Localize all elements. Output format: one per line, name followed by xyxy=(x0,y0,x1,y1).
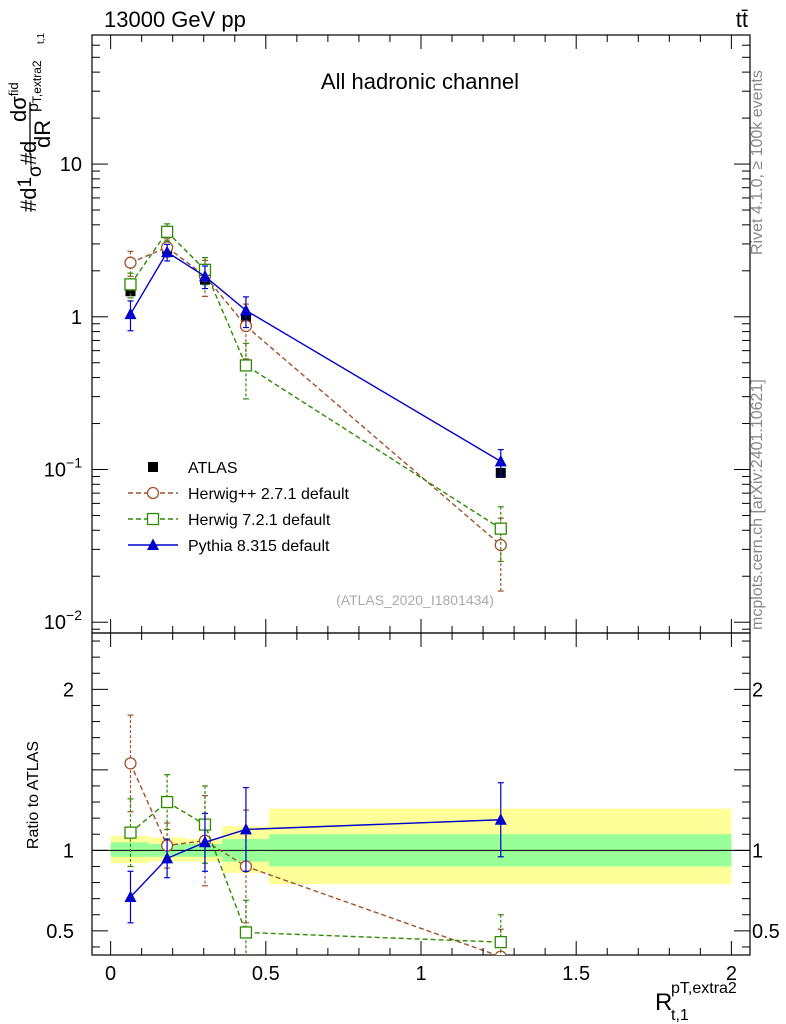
legend-marker xyxy=(147,538,159,550)
main-y-axis-label: #d1σ#d dσfid pT,extra2 t,1 dR xyxy=(6,32,55,212)
pythia-8-315-default-ratio-point xyxy=(161,851,174,864)
herwig-7-2-1-default-point xyxy=(239,359,253,372)
legend-entry: Herwig 7.2.1 default xyxy=(128,512,331,529)
herwig-7-2-1-default-ratio-point xyxy=(160,795,174,809)
x-tick-label: 0.5 xyxy=(252,963,280,985)
pythia-8-315-default-ratio-point xyxy=(124,890,137,903)
pythia-8-315-default-point xyxy=(239,303,252,316)
pythia-8-315-default-ratio-point xyxy=(494,813,507,825)
axes: 0 0.5 1 1.5 2 10 1 10−1 10−2 2 2 1 1 0.5 0.5 xyxy=(44,34,780,985)
y-axis-title-upper: dσfid xyxy=(6,82,31,122)
rivet-label: Rivet 4.1.0, ≥ 100k events xyxy=(749,70,766,255)
herwig-7-2-1-default-line xyxy=(129,230,502,530)
y-tick-label: 1 xyxy=(71,307,82,329)
pythia-8-315-default-point xyxy=(494,454,507,467)
legend-label: Pythia 8.315 default xyxy=(188,538,330,555)
ratio-y-axis-label: Ratio to ATLAS xyxy=(25,741,42,849)
y-axis-title-sub2: t,1 xyxy=(36,32,47,44)
legend: ATLAS Herwig++ 2.7.1 default Herwig 7.2.1 … xyxy=(128,460,350,555)
x-axis-label: R pT,extra2 t,1 xyxy=(655,980,737,1024)
ratio-y-tick-label-right: 0.5 xyxy=(752,921,780,943)
ratio-y-tick-label-right: 1 xyxy=(752,840,763,862)
ratio-y-tick-label: 0.5 xyxy=(46,921,74,943)
herwig-2-7-1-default-ratio-point xyxy=(494,950,507,955)
y-axis-title-sub: pT,extra2 xyxy=(25,60,44,112)
legend-marker xyxy=(146,512,160,526)
pythia-8-315-default-ratio-point xyxy=(239,822,252,835)
pythia-8-315-default-point xyxy=(161,245,174,258)
process-label: tt̄ xyxy=(736,7,748,32)
ratio-series xyxy=(124,714,507,955)
main-series xyxy=(124,223,507,592)
herwig-7-2-1-default-ratio-point xyxy=(239,926,253,939)
herwig-7-2-1-default-ratio-point xyxy=(124,826,137,839)
analysis-id: (ATLAS_2020_I1801434) xyxy=(336,592,494,608)
mcplots-label: mcplots.cern.ch [arXiv:2401.10621] xyxy=(749,379,766,630)
pythia-8-315-default-ratio-point xyxy=(198,835,211,848)
x-tick-label: 0 xyxy=(105,963,116,985)
legend-entry: Pythia 8.315 default xyxy=(128,538,330,555)
atlas-data-point xyxy=(125,286,136,297)
chart-title: All hadronic channel xyxy=(321,69,519,94)
legend-label: ATLAS xyxy=(188,460,238,477)
herwig-7-2-1-default-point xyxy=(494,522,507,535)
y-tick-label: 10−1 xyxy=(44,455,82,482)
x-axis-title-base: R xyxy=(655,989,672,1016)
herwig-7-2-1-default-ratio-point xyxy=(494,935,507,949)
legend-label: Herwig++ 2.7.1 default xyxy=(188,486,350,503)
pythia-8-315-default-point xyxy=(124,307,137,320)
y-axis-title-lower: dR xyxy=(30,120,55,148)
legend-entry: ATLAS xyxy=(148,460,238,477)
ratio-y-tick-label: 2 xyxy=(63,679,74,701)
pythia-8-315-default-line xyxy=(129,251,502,462)
herwig-2-7-1-default-point xyxy=(124,256,137,269)
x-tick-label: 2 xyxy=(726,963,737,985)
ratio-stat-band xyxy=(110,842,149,857)
pythia-8-315-default-point xyxy=(198,269,211,282)
x-axis-title-sup: pT,extra2 xyxy=(671,980,737,997)
energy-label: 13000 GeV pp xyxy=(104,7,246,32)
legend-marker xyxy=(146,486,160,500)
ratio-y-tick-label: 1 xyxy=(63,840,74,862)
legend-label: Herwig 7.2.1 default xyxy=(188,512,331,529)
ratio-plot-frame xyxy=(91,632,751,956)
herwig-7-2-1-default-point xyxy=(160,225,174,238)
herwig-2-7-1-default-ratio-point xyxy=(124,757,137,770)
ratio-y-tick-label-right: 2 xyxy=(752,679,763,701)
y-tick-label: 10−2 xyxy=(44,607,82,634)
herwig-7-2-1-default-point xyxy=(124,278,137,291)
x-tick-label: 1 xyxy=(415,963,426,985)
herwig-2-7-1-default-line xyxy=(130,246,502,546)
legend-entry: Herwig++ 2.7.1 default xyxy=(128,486,350,503)
legend-marker xyxy=(148,462,158,472)
x-tick-label: 1.5 xyxy=(562,963,590,985)
y-tick-label: 10 xyxy=(60,154,82,176)
x-axis-title-sub: t,1 xyxy=(671,1007,689,1024)
